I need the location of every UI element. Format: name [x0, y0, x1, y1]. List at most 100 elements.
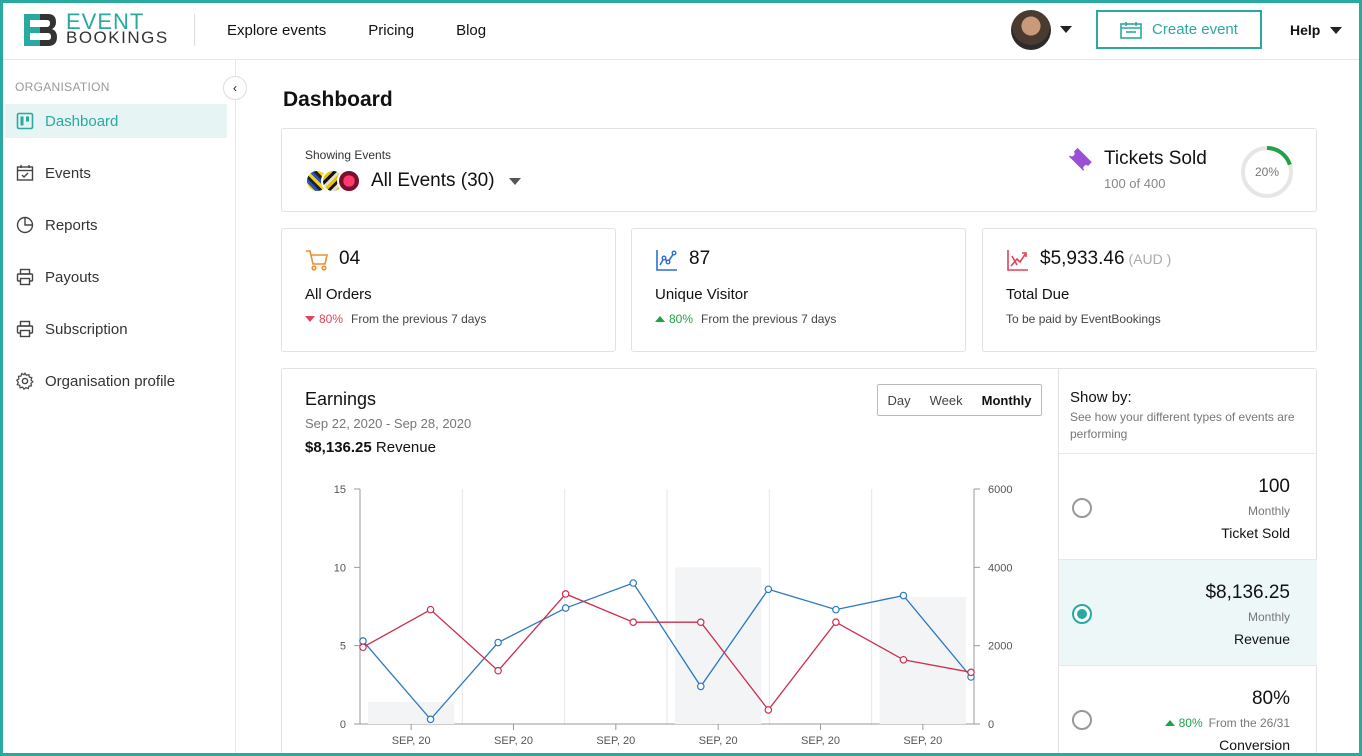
total-due-currency: (AUD ) [1128, 251, 1172, 267]
series-point-1 [494, 666, 502, 675]
series-point-1 [696, 618, 705, 626]
ticket-icon [1069, 147, 1092, 171]
series-line-0 [362, 582, 972, 721]
show-by-option-revenue[interactable]: $8,136.25 Monthly Revenue [1059, 559, 1317, 665]
cart-icon [306, 250, 328, 271]
period-day[interactable]: Day [887, 392, 911, 408]
orders-trend-pct: 80% [319, 312, 344, 326]
total-due-amount: $5,933.46 [1040, 248, 1125, 269]
create-event-button[interactable]: Create event [1096, 10, 1262, 49]
nav-blog[interactable]: Blog [456, 21, 487, 39]
sidebar-item-label: Payouts [45, 268, 100, 286]
logo-line1: EVENT [66, 9, 145, 34]
user-avatar[interactable] [1011, 10, 1051, 50]
orders-label: All Orders [305, 286, 372, 303]
option-trend-sub: From the 26/31 [1208, 716, 1290, 730]
stat-card-visitors: 87 Unique Visitor 80% From the previous … [631, 228, 966, 352]
series-point-1 [764, 706, 773, 714]
x-tick-label: SEP, 20 [494, 735, 533, 747]
stat-card-orders: 04 All Orders 80% From the previous 7 da… [281, 228, 616, 352]
series-point-0 [629, 579, 638, 587]
page-title: Dashboard [283, 88, 393, 111]
show-by-option-conversion[interactable]: 80% 80% From the 26/31 Conversion [1059, 665, 1317, 756]
line-chart-icon [656, 250, 677, 271]
nav-explore-events[interactable]: Explore events [227, 21, 327, 39]
sidebar-item-reports[interactable]: Reports [5, 208, 227, 242]
sidebar-item-events[interactable]: Events [5, 156, 227, 190]
sidebar-item-label: Subscription [45, 320, 128, 338]
series-line-1 [362, 593, 972, 711]
option-trend-pct: 80% [1178, 716, 1203, 730]
y-left-tick-label: 10 [334, 562, 346, 574]
printer-icon [16, 320, 34, 338]
series-point-0 [764, 585, 773, 594]
avatar-chevron-down-icon[interactable] [1060, 26, 1072, 33]
sidebar-item-dashboard[interactable]: Dashboard [5, 104, 227, 138]
option-name: Ticket Sold [1221, 525, 1290, 541]
radio-button[interactable] [1072, 498, 1092, 518]
orders-value: 04 [339, 248, 361, 269]
visitors-trend: 80% From the previous 7 days [655, 312, 836, 326]
series-point-1 [629, 618, 638, 626]
sidebar-item-organisation-profile[interactable]: Organisation profile [5, 364, 227, 398]
sidebar-collapse-button[interactable]: ‹ [223, 76, 247, 100]
option-trend: 80% From the 26/31 [1164, 716, 1290, 730]
visitors-value: 87 [689, 248, 711, 269]
tickets-sold-title: Tickets Sold [1104, 148, 1207, 169]
series-point-0 [494, 638, 502, 647]
earnings-revenue: $8,136.25 Revenue [305, 439, 436, 456]
declining-chart-icon [1007, 250, 1028, 271]
period-monthly[interactable]: Monthly [981, 392, 1032, 408]
series-point-0 [426, 715, 435, 724]
x-tick-label: SEP, 20 [801, 735, 840, 747]
show-by-description: See how your different types of events a… [1070, 410, 1295, 441]
sidebar-item-label: Events [45, 164, 91, 182]
series-point-1 [359, 643, 367, 652]
bar [879, 597, 966, 724]
dashboard-icon [16, 112, 34, 130]
main-nav: Explore events Pricing Blog [227, 0, 486, 60]
x-tick-label: SEP, 20 [392, 735, 431, 747]
help-menu[interactable]: Help [1290, 0, 1343, 60]
help-chevron-down-icon [1330, 26, 1343, 34]
y-left-tick-label: 15 [334, 484, 346, 496]
radio-button[interactable] [1072, 710, 1092, 730]
series-point-0 [832, 605, 840, 614]
events-dropdown[interactable]: All Events (30) [371, 170, 521, 192]
series-point-1 [899, 655, 908, 664]
logo-line2: BOOKINGS [66, 28, 169, 47]
earnings-date-range: Sep 22, 2020 - Sep 28, 2020 [305, 416, 472, 431]
show-by-option-tickets[interactable]: 100 Monthly Ticket Sold [1059, 453, 1317, 559]
period-week[interactable]: Week [929, 392, 963, 408]
option-value: 100 [1258, 476, 1290, 497]
earnings-revenue-value: $8,136.25 [305, 439, 372, 456]
total-due-value: $5,933.46 (AUD ) [1040, 248, 1171, 270]
orders-trend-sub: From the previous 7 days [351, 312, 487, 326]
help-label: Help [1290, 22, 1321, 38]
sidebar-item-subscription[interactable]: Subscription [5, 312, 227, 346]
sidebar: ORGANISATION Dashboard Events Reports Pa… [0, 60, 236, 756]
chevron-down-icon [508, 177, 521, 185]
option-period: Monthly [1247, 610, 1290, 624]
option-name: Conversion [1219, 737, 1290, 753]
x-tick-label: SEP, 20 [596, 735, 635, 747]
sidebar-item-payouts[interactable]: Payouts [5, 260, 227, 294]
events-summary-card: Showing Events All Events (30) Tickets S… [281, 128, 1317, 212]
y-right-tick-label: 4000 [988, 562, 1012, 574]
visitors-trend-sub: From the previous 7 days [701, 312, 837, 326]
logo[interactable]: EVENT BOOKINGS [20, 10, 169, 50]
visitors-label: Unique Visitor [655, 286, 749, 303]
series-point-1 [967, 668, 975, 677]
series-point-0 [696, 682, 705, 691]
radio-button-selected[interactable] [1072, 604, 1092, 624]
visitors-trend-pct: 80% [669, 312, 694, 326]
y-right-tick-label: 2000 [988, 641, 1012, 653]
calendar-icon [1120, 21, 1142, 39]
sidebar-item-label: Reports [45, 216, 98, 234]
header-divider [194, 14, 195, 46]
sidebar-section-label: ORGANISATION [15, 80, 110, 94]
nav-pricing[interactable]: Pricing [368, 21, 415, 39]
tickets-progress-ring [1241, 146, 1293, 198]
showing-events-label: Showing Events [305, 148, 392, 162]
option-name: Revenue [1233, 631, 1290, 647]
